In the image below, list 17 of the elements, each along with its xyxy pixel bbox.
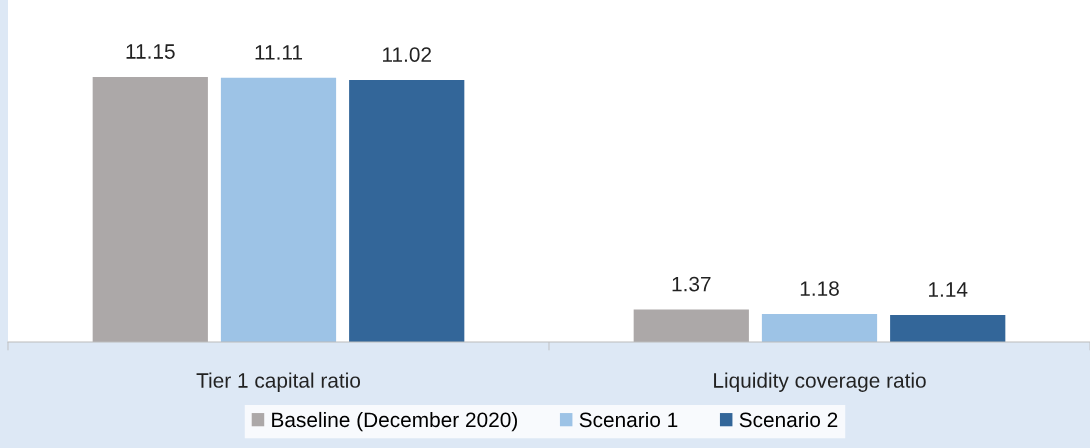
data-label: 1.37: [672, 276, 711, 292]
bar: [890, 314, 1006, 342]
data-label: 11.11: [255, 45, 303, 60]
data-label: 1.18: [800, 281, 839, 296]
bar: [633, 309, 749, 342]
legend-label: Scenario 1: [579, 411, 678, 428]
data-label: 11.15: [126, 44, 175, 59]
x-tick-label: Liquidity coverage ratio: [714, 372, 926, 392]
bar: [761, 313, 878, 342]
x-tick-label: Tier 1 capital ratio: [196, 372, 361, 392]
data-label: 11.02: [383, 47, 431, 62]
bar: [92, 76, 208, 342]
legend-label: Baseline (December 2020): [272, 411, 517, 432]
data-label: 1.14: [929, 282, 968, 297]
bar: [220, 77, 337, 342]
bar: [349, 79, 465, 342]
legend-label: Scenario 2: [739, 411, 838, 428]
